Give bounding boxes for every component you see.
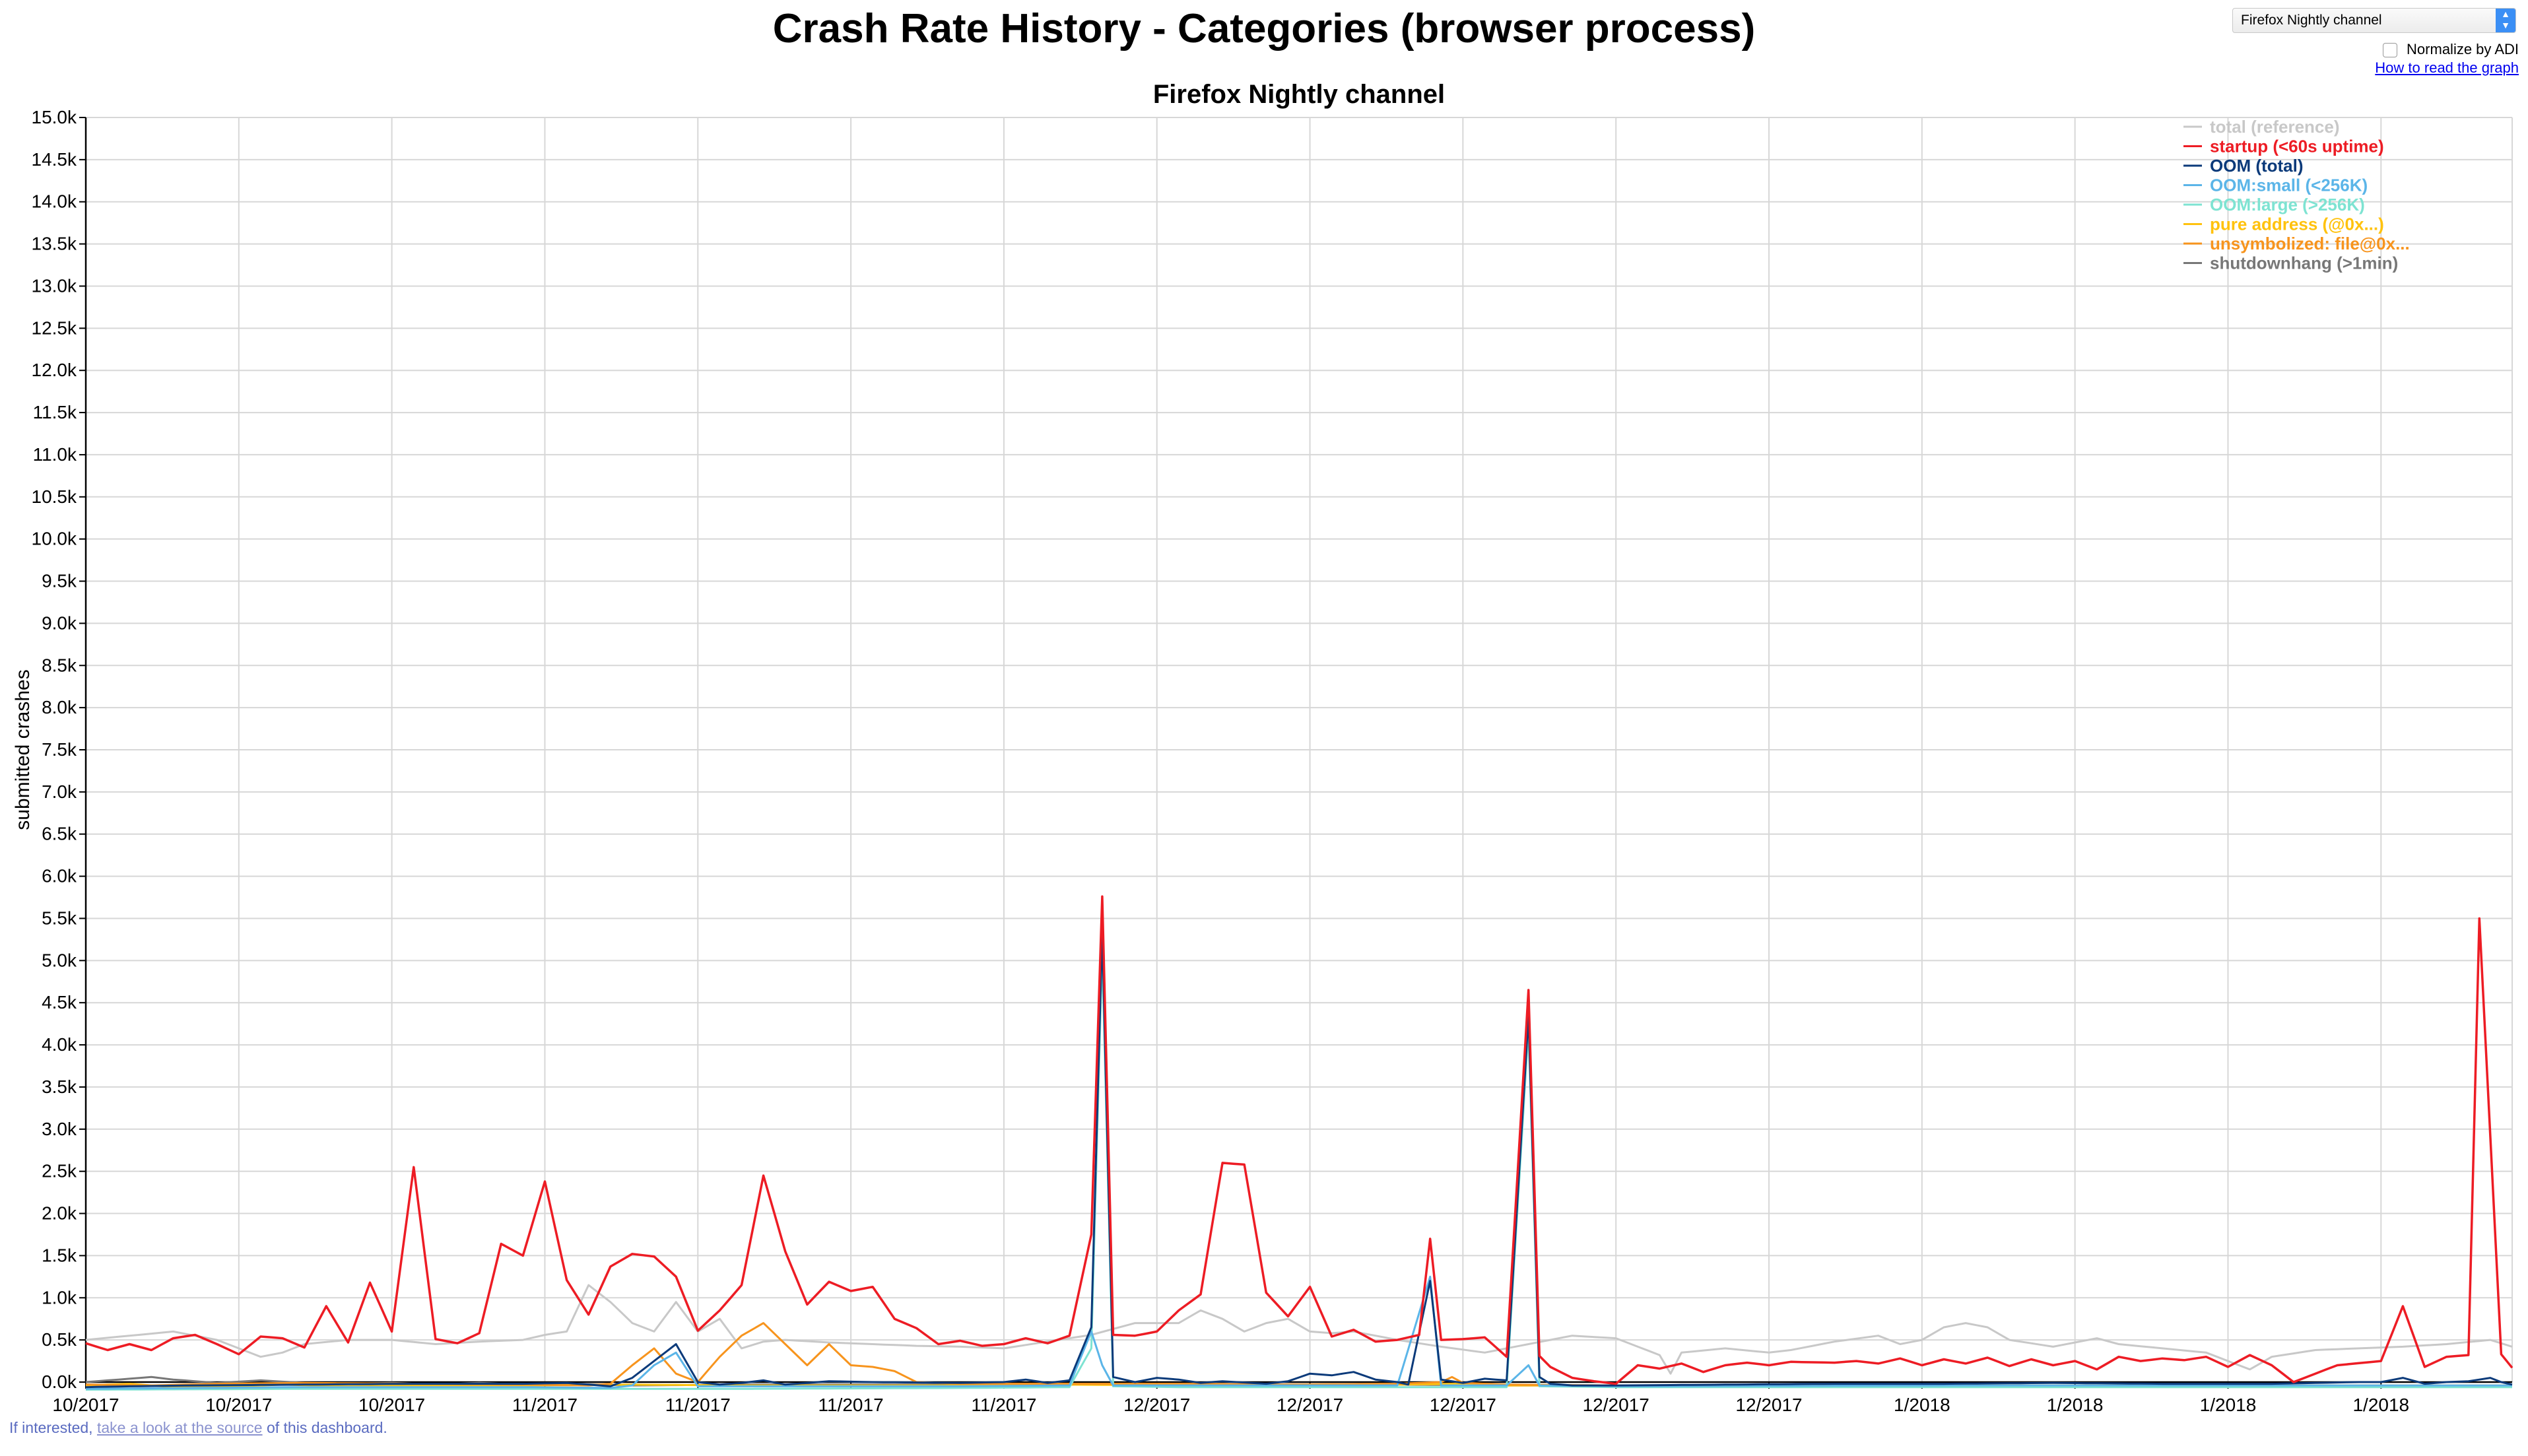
- series-line-6: [85, 1322, 2512, 1387]
- legend-label: total (reference): [2210, 117, 2340, 137]
- x-tick-label: 12/2017: [1123, 1395, 1190, 1415]
- x-tick-label: 1/2018: [2352, 1395, 2409, 1415]
- legend-label: pure address (@0x...): [2210, 215, 2384, 234]
- y-tick-label: 1.0k: [42, 1287, 77, 1307]
- legend-label: startup (<60s uptime): [2210, 137, 2384, 156]
- footer-prefix: If interested,: [9, 1419, 97, 1436]
- normalize-row[interactable]: Normalize by ADI: [2232, 41, 2519, 58]
- y-tick-label: 11.5k: [33, 402, 77, 422]
- y-tick-label: 13.0k: [32, 275, 77, 296]
- y-tick-label: 8.0k: [42, 697, 77, 717]
- x-tick-label: 12/2017: [1277, 1395, 1343, 1415]
- series-line-0: [85, 1284, 2513, 1375]
- x-tick-label: 11/2017: [818, 1395, 884, 1415]
- y-axis-label: submitted crashes: [12, 669, 34, 830]
- y-tick-label: 7.5k: [42, 739, 77, 760]
- x-tick-label: 11/2017: [971, 1395, 1036, 1415]
- y-tick-label: 3.0k: [42, 1119, 77, 1139]
- controls-panel: Firefox Nightly channel ▲ ▼ Normalize by …: [2232, 8, 2519, 78]
- normalize-label: Normalize by ADI: [2407, 41, 2519, 57]
- series-line-3: [85, 1275, 2512, 1390]
- y-tick-label: 6.0k: [42, 866, 77, 886]
- y-tick-label: 10.5k: [32, 486, 77, 507]
- y-tick-label: 4.5k: [42, 992, 77, 1012]
- y-tick-label: 9.0k: [42, 612, 77, 633]
- series-line-1: [85, 895, 2513, 1385]
- source-link[interactable]: take a look at the source: [96, 1419, 263, 1436]
- y-tick-label: 0.0k: [42, 1372, 77, 1392]
- chart-title: Firefox Nightly channel: [1153, 80, 1445, 109]
- y-tick-label: 5.5k: [42, 908, 77, 928]
- x-tick-label: 1/2018: [1894, 1395, 1950, 1415]
- footer-suffix: of this dashboard.: [262, 1419, 387, 1436]
- y-tick-label: 4.0k: [42, 1034, 77, 1055]
- legend-label: OOM (total): [2210, 156, 2304, 176]
- y-tick-label: 8.5k: [42, 655, 77, 675]
- x-tick-label: 11/2017: [512, 1395, 578, 1415]
- y-tick-label: 10.0k: [32, 529, 77, 549]
- y-tick-label: 7.0k: [42, 781, 77, 802]
- y-tick-label: 0.5k: [42, 1329, 77, 1350]
- x-tick-label: 12/2017: [1583, 1395, 1649, 1415]
- x-tick-label: 12/2017: [1430, 1395, 1496, 1415]
- y-tick-label: 2.5k: [42, 1161, 77, 1181]
- normalize-checkbox[interactable]: [2383, 43, 2398, 58]
- legend-label: OOM:small (<256K): [2210, 176, 2368, 195]
- x-tick-label: 10/2017: [358, 1395, 425, 1415]
- legend-label: OOM:large (>256K): [2210, 195, 2365, 215]
- channel-select-value: Firefox Nightly channel: [2241, 13, 2382, 28]
- y-tick-label: 1.5k: [42, 1245, 77, 1265]
- series-line-4: [85, 951, 2512, 1391]
- x-tick-label: 10/2017: [52, 1395, 119, 1415]
- channel-select[interactable]: Firefox Nightly channel ▲ ▼: [2232, 8, 2516, 33]
- y-tick-label: 5.0k: [42, 950, 77, 970]
- y-tick-label: 14.0k: [32, 191, 77, 212]
- x-tick-label: 1/2018: [2047, 1395, 2104, 1415]
- x-tick-label: 11/2017: [665, 1395, 731, 1415]
- how-to-read-link[interactable]: How to read the graph: [2375, 59, 2519, 76]
- y-tick-label: 12.5k: [32, 317, 77, 338]
- y-tick-label: 2.0k: [42, 1203, 77, 1224]
- x-tick-label: 10/2017: [205, 1395, 272, 1415]
- y-tick-label: 11.0k: [33, 444, 77, 465]
- footer: If interested, take a look at the source…: [9, 1419, 387, 1437]
- y-tick-label: 6.5k: [42, 824, 77, 844]
- y-tick-label: 13.5k: [32, 234, 77, 254]
- legend-label: unsymbolized: file@0x...: [2210, 234, 2410, 253]
- legend-label: shutdownhang (>1min): [2210, 253, 2398, 273]
- y-tick-label: 14.5k: [32, 149, 77, 170]
- x-tick-label: 1/2018: [2200, 1395, 2257, 1415]
- y-tick-label: 12.0k: [32, 360, 77, 380]
- y-tick-label: 3.5k: [42, 1076, 77, 1097]
- y-tick-label: 15.0k: [32, 107, 77, 127]
- y-tick-label: 9.5k: [42, 571, 77, 591]
- series-line-2: [85, 930, 2513, 1389]
- x-tick-label: 12/2017: [1735, 1395, 1802, 1415]
- page-title: Crash Rate History - Categories (browser…: [772, 6, 1756, 51]
- select-arrows-icon: ▲ ▼: [2496, 9, 2515, 32]
